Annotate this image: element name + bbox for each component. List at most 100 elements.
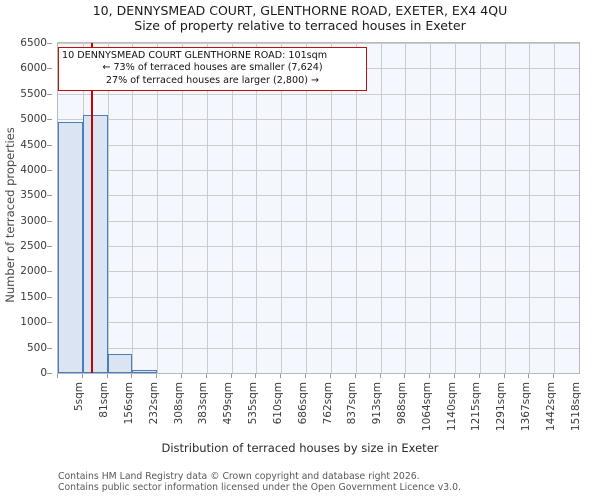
- y-axis-tick-mark: [47, 322, 52, 324]
- x-axis-tick-mark: [429, 374, 431, 378]
- y-axis-tick-mark: [47, 271, 52, 273]
- y-axis-tick-mark: [47, 296, 52, 298]
- chart-title-line1: 10, DENNYSMEAD COURT, GLENTHORNE ROAD, E…: [92, 3, 508, 18]
- y-axis-tick-label: 0: [40, 367, 47, 379]
- y-axis-tick-mark: [47, 93, 52, 95]
- gridline-vertical: [380, 43, 382, 373]
- x-axis-tick-label: 5sqm: [73, 382, 86, 412]
- gridline-vertical: [132, 43, 134, 373]
- x-axis-tick-mark: [553, 374, 555, 378]
- gridline-horizontal: [58, 144, 579, 146]
- x-axis-tick-label: 1367sqm: [519, 382, 532, 432]
- x-axis-tick-label: 308sqm: [172, 382, 185, 425]
- x-axis-tick-mark: [305, 374, 307, 378]
- y-axis-tick-label: 5500: [20, 87, 47, 100]
- gridline-vertical: [231, 43, 233, 373]
- x-axis-tick-mark: [404, 374, 406, 378]
- gridline-horizontal: [58, 93, 579, 95]
- gridline-horizontal: [58, 296, 579, 298]
- x-axis-tick-label: 1518sqm: [569, 382, 582, 432]
- gridline-vertical: [554, 43, 556, 373]
- y-axis-tick-label: 6000: [20, 62, 47, 75]
- annotation-line-1: 10 DENNYSMEAD COURT GLENTHORNE ROAD: 101…: [62, 50, 328, 61]
- bar: [107, 354, 133, 373]
- x-axis-tick-label: 1442sqm: [544, 382, 557, 432]
- gridline-horizontal: [58, 43, 579, 44]
- gridline-vertical: [281, 43, 283, 373]
- gridline-vertical: [405, 43, 407, 373]
- gridline-vertical: [206, 43, 208, 373]
- bar: [58, 121, 83, 373]
- bar: [132, 369, 158, 373]
- x-axis-tick-label: 1140sqm: [445, 382, 458, 432]
- gridline-vertical: [355, 43, 357, 373]
- x-axis-tick-label: 1215sqm: [470, 382, 483, 432]
- y-axis-tick-mark: [47, 195, 52, 197]
- x-axis-tick-label: 762sqm: [321, 382, 334, 425]
- gridline-horizontal: [58, 271, 579, 273]
- bar-series: [58, 43, 579, 373]
- chart-subtitle: Size of property relative to terraced ho…: [134, 18, 466, 33]
- bar: [82, 115, 108, 373]
- chart-title: 10, DENNYSMEAD COURT, GLENTHORNE ROAD, E…: [0, 3, 600, 34]
- y-axis-tick-label: 4500: [20, 138, 47, 151]
- x-axis-tick-label: 686sqm: [296, 382, 309, 425]
- y-axis-tick-mark: [47, 68, 52, 70]
- y-axis-tick-mark: [47, 220, 52, 222]
- y-axis-tick-label: 4000: [20, 163, 47, 176]
- property-marker-line: [91, 43, 94, 373]
- x-axis-tick-mark: [81, 374, 83, 378]
- y-axis-tick-mark: [47, 373, 52, 374]
- x-axis-tick-mark: [230, 374, 232, 378]
- x-axis-tick-label: 837sqm: [346, 382, 359, 425]
- gridline-horizontal: [58, 169, 579, 171]
- property-annotation-box: 10 DENNYSMEAD COURT GLENTHORNE ROAD: 101…: [58, 47, 367, 91]
- y-axis-tick-label: 2000: [20, 265, 47, 278]
- y-axis-tick-mark: [47, 119, 52, 121]
- x-axis-tick-mark: [106, 374, 108, 378]
- gridline-vertical: [182, 43, 184, 373]
- x-axis-tick-mark: [280, 374, 282, 378]
- gridline-vertical: [454, 43, 456, 373]
- x-axis-tick-label: 1291sqm: [495, 382, 508, 432]
- x-axis-tick-mark: [57, 374, 58, 378]
- annotation-line-2: ← 73% of terraced houses are smaller (7,…: [102, 62, 323, 74]
- y-axis-tick-label: 1500: [20, 290, 47, 303]
- gridline-horizontal: [58, 246, 579, 248]
- x-axis-tick-mark: [453, 374, 455, 378]
- x-axis-tick-mark: [478, 374, 480, 378]
- x-axis-tick-mark: [131, 374, 133, 378]
- y-axis-tick-label: 6500: [20, 37, 47, 49]
- gridline-horizontal: [58, 322, 579, 324]
- gridline-vertical: [256, 43, 258, 373]
- x-axis-tick-mark: [181, 374, 183, 378]
- footer-line-1: Contains HM Land Registry data © Crown c…: [58, 471, 420, 482]
- x-axis-tick-mark: [528, 374, 530, 378]
- x-axis-tick-mark: [205, 374, 207, 378]
- x-axis-tick-mark: [354, 374, 356, 378]
- annotation-line-3: 27% of terraced houses are larger (2,800…: [105, 74, 320, 86]
- x-axis-tick-label: 1064sqm: [420, 382, 433, 432]
- x-axis-tick-label: 81sqm: [98, 382, 111, 418]
- gridline-vertical: [157, 43, 159, 373]
- gridline-horizontal: [58, 220, 579, 222]
- y-axis-tick-mark: [47, 169, 52, 171]
- gridline-vertical: [430, 43, 432, 373]
- gridline-vertical: [479, 43, 481, 373]
- x-axis-tick-label: 459sqm: [222, 382, 235, 425]
- y-axis-tick-label: 1000: [20, 316, 47, 329]
- attribution-footer: Contains HM Land Registry data © Crown c…: [58, 471, 598, 493]
- gridline-horizontal: [58, 119, 579, 121]
- gridline-vertical: [529, 43, 531, 373]
- x-axis-tick-label: 988sqm: [395, 382, 408, 425]
- x-axis-tick-label: 535sqm: [247, 382, 260, 425]
- gridline-vertical: [330, 43, 332, 373]
- y-axis-tick-label: 3000: [20, 214, 47, 227]
- gridline-vertical: [306, 43, 308, 373]
- x-axis-tick-mark: [379, 374, 381, 378]
- y-axis-tick-label: 2500: [20, 240, 47, 253]
- x-axis-tick-label: 232sqm: [147, 382, 160, 425]
- y-axis-tick-mark: [47, 144, 52, 146]
- y-axis-tick-label: 3500: [20, 189, 47, 202]
